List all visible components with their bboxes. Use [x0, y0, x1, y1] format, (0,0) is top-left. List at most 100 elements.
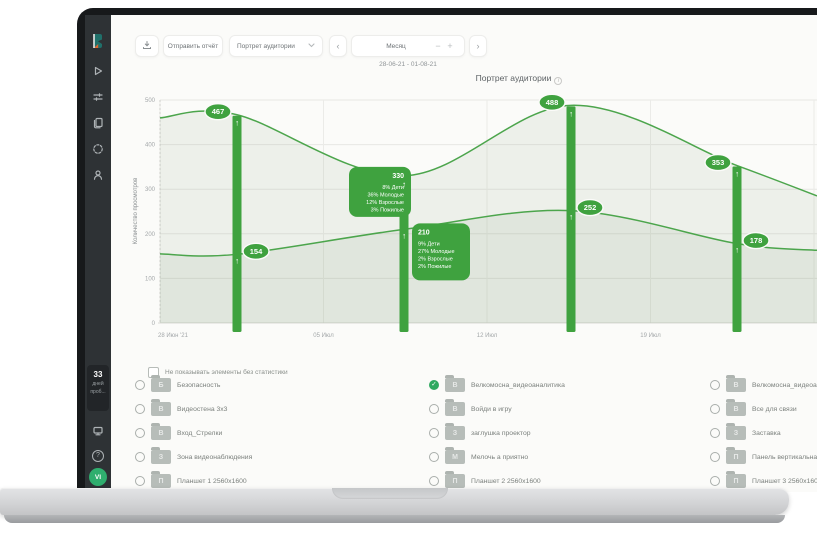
folder-letter: П — [733, 453, 739, 461]
radio-button[interactable] — [429, 404, 439, 414]
content-item[interactable]: ✓ В Велкомосна_видеоаналитика — [429, 373, 707, 397]
svg-text:9% Дети: 9% Дети — [418, 241, 440, 247]
radio-button[interactable] — [135, 476, 145, 486]
folder-icon: П — [726, 447, 746, 464]
content-column-1: Б Безопасность В Видеостена 3x3 В Вход_Стрелк… — [135, 373, 425, 492]
play-icon — [92, 64, 104, 82]
svg-text:2% Взрослые: 2% Взрослые — [418, 256, 453, 262]
content-item[interactable]: З Зона видеонаблюдения — [135, 445, 425, 469]
folder-icon: П — [151, 471, 171, 488]
content-item[interactable]: Б Безопасность — [135, 373, 425, 397]
radio-button[interactable] — [710, 380, 720, 390]
folder-letter: В — [158, 405, 164, 413]
period-label: Месяц — [386, 42, 406, 50]
svg-text:0: 0 — [152, 321, 156, 327]
radio-button[interactable] — [135, 404, 145, 414]
svg-text:154: 154 — [250, 247, 263, 256]
radio-button[interactable] — [710, 452, 720, 462]
svg-text:100: 100 — [145, 276, 156, 282]
audience-chart[interactable]: 0 100 200 300 400 500 28 Июн '21 05 Июл 12 Июл 19… — [130, 88, 817, 346]
folder-letter: П — [158, 477, 164, 485]
download-report-button[interactable] — [135, 35, 159, 57]
help-icon[interactable]: ? — [92, 450, 104, 462]
content-item-label: Планшет 2 2560x1600 — [471, 477, 541, 485]
chart-title: Портрет аудитории i — [221, 73, 817, 85]
svg-text:300: 300 — [145, 187, 156, 193]
folder-letter: З — [733, 429, 739, 437]
folder-icon: Б — [151, 375, 171, 392]
report-type-select[interactable]: Портрет аудитории — [229, 35, 323, 57]
radio-button[interactable] — [429, 452, 439, 462]
sidebar-item-screens[interactable] — [85, 425, 111, 441]
sidebar-item-content[interactable] — [85, 117, 111, 133]
radio-button[interactable] — [710, 428, 720, 438]
folder-letter: Б — [158, 381, 164, 389]
documents-icon — [92, 116, 104, 134]
svg-text:↑: ↑ — [735, 170, 739, 179]
trial-days: 33 — [93, 370, 103, 379]
content-item-label: Велкомосна_видеоаналитика — [471, 381, 565, 389]
decrease-button[interactable]: − — [435, 41, 441, 51]
sidebar-item-profile[interactable] — [85, 169, 111, 185]
folder-letter: В — [452, 405, 458, 413]
content-item[interactable]: В Все для связи — [710, 397, 817, 421]
sidebar: 33 дней проб... ? VI — [85, 15, 111, 492]
svg-text:2% Пожилые: 2% Пожилые — [418, 264, 451, 270]
sidebar-item-settings[interactable] — [85, 91, 111, 107]
svg-text:12% Взрослые: 12% Взрослые — [366, 200, 404, 206]
content-item-label: Войди в игру — [471, 405, 512, 413]
radio-button[interactable] — [135, 428, 145, 438]
folder-icon: М — [445, 447, 465, 464]
send-report-button[interactable]: Отправить отчёт — [163, 35, 223, 57]
info-icon: i — [554, 77, 563, 85]
radio-button[interactable] — [710, 404, 720, 414]
svg-text:353: 353 — [712, 158, 725, 167]
svg-text:↑: ↑ — [569, 213, 573, 222]
svg-text:19 Июл: 19 Июл — [640, 333, 661, 339]
folder-letter: З — [452, 429, 458, 437]
content-item[interactable]: П Планшет 1 2560x1600 — [135, 469, 425, 492]
next-period-button[interactable]: › — [469, 35, 487, 57]
content-item[interactable]: В Вход_Стрелки — [135, 421, 425, 445]
laptop-base — [0, 488, 789, 515]
folder-icon: З — [151, 447, 171, 464]
prev-period-button[interactable]: ‹ — [329, 35, 347, 57]
increase-button[interactable]: + — [447, 41, 453, 51]
sidebar-item-status[interactable] — [85, 143, 111, 159]
content-item[interactable]: М Мелочь а приятно — [429, 445, 707, 469]
svg-text:↑: ↑ — [402, 180, 406, 189]
avatar[interactable]: VI — [89, 468, 107, 486]
checked-radio-icon[interactable]: ✓ — [429, 380, 439, 390]
content-item[interactable]: В Велкомосна_видеоаналитика — [710, 373, 817, 397]
content-item[interactable]: З Заставка — [710, 421, 817, 445]
date-range: 28-06-21 - 01-08-21 — [379, 61, 437, 68]
sidebar-item-play[interactable] — [85, 65, 111, 81]
svg-text:36% Молодые: 36% Молодые — [367, 192, 404, 198]
laptop-screen: 33 дней проб... ? VI Отправить отчёт Пор… — [77, 8, 817, 492]
svg-text:210: 210 — [418, 229, 430, 236]
svg-text:500: 500 — [145, 98, 156, 104]
content-item[interactable]: П Планшет 2 2560x1600 — [429, 469, 707, 492]
radio-button[interactable] — [429, 476, 439, 486]
svg-text:3% Пожилые: 3% Пожилые — [371, 207, 404, 213]
content-item-label: Заставка — [752, 429, 781, 437]
chevron-down-icon — [308, 42, 315, 50]
folder-icon: В — [445, 375, 465, 392]
folder-letter: П — [452, 477, 458, 485]
content-item[interactable]: П Планшет 3 2560x1600 — [710, 469, 817, 492]
svg-text:252: 252 — [584, 203, 597, 212]
svg-text:8% Дети: 8% Дети — [382, 185, 404, 191]
radio-button[interactable] — [429, 428, 439, 438]
radio-button[interactable] — [135, 452, 145, 462]
monitor-icon — [92, 424, 104, 442]
radio-button[interactable] — [135, 380, 145, 390]
dashed-circle-icon — [92, 142, 104, 160]
content-item[interactable]: В Видеостена 3x3 — [135, 397, 425, 421]
content-item[interactable]: В Войди в игру — [429, 397, 707, 421]
folder-icon: В — [445, 399, 465, 416]
radio-button[interactable] — [710, 476, 720, 486]
report-type-value: Портрет аудитории — [237, 42, 295, 50]
content-item[interactable]: П Панель вертикальная внутр — [710, 445, 817, 469]
